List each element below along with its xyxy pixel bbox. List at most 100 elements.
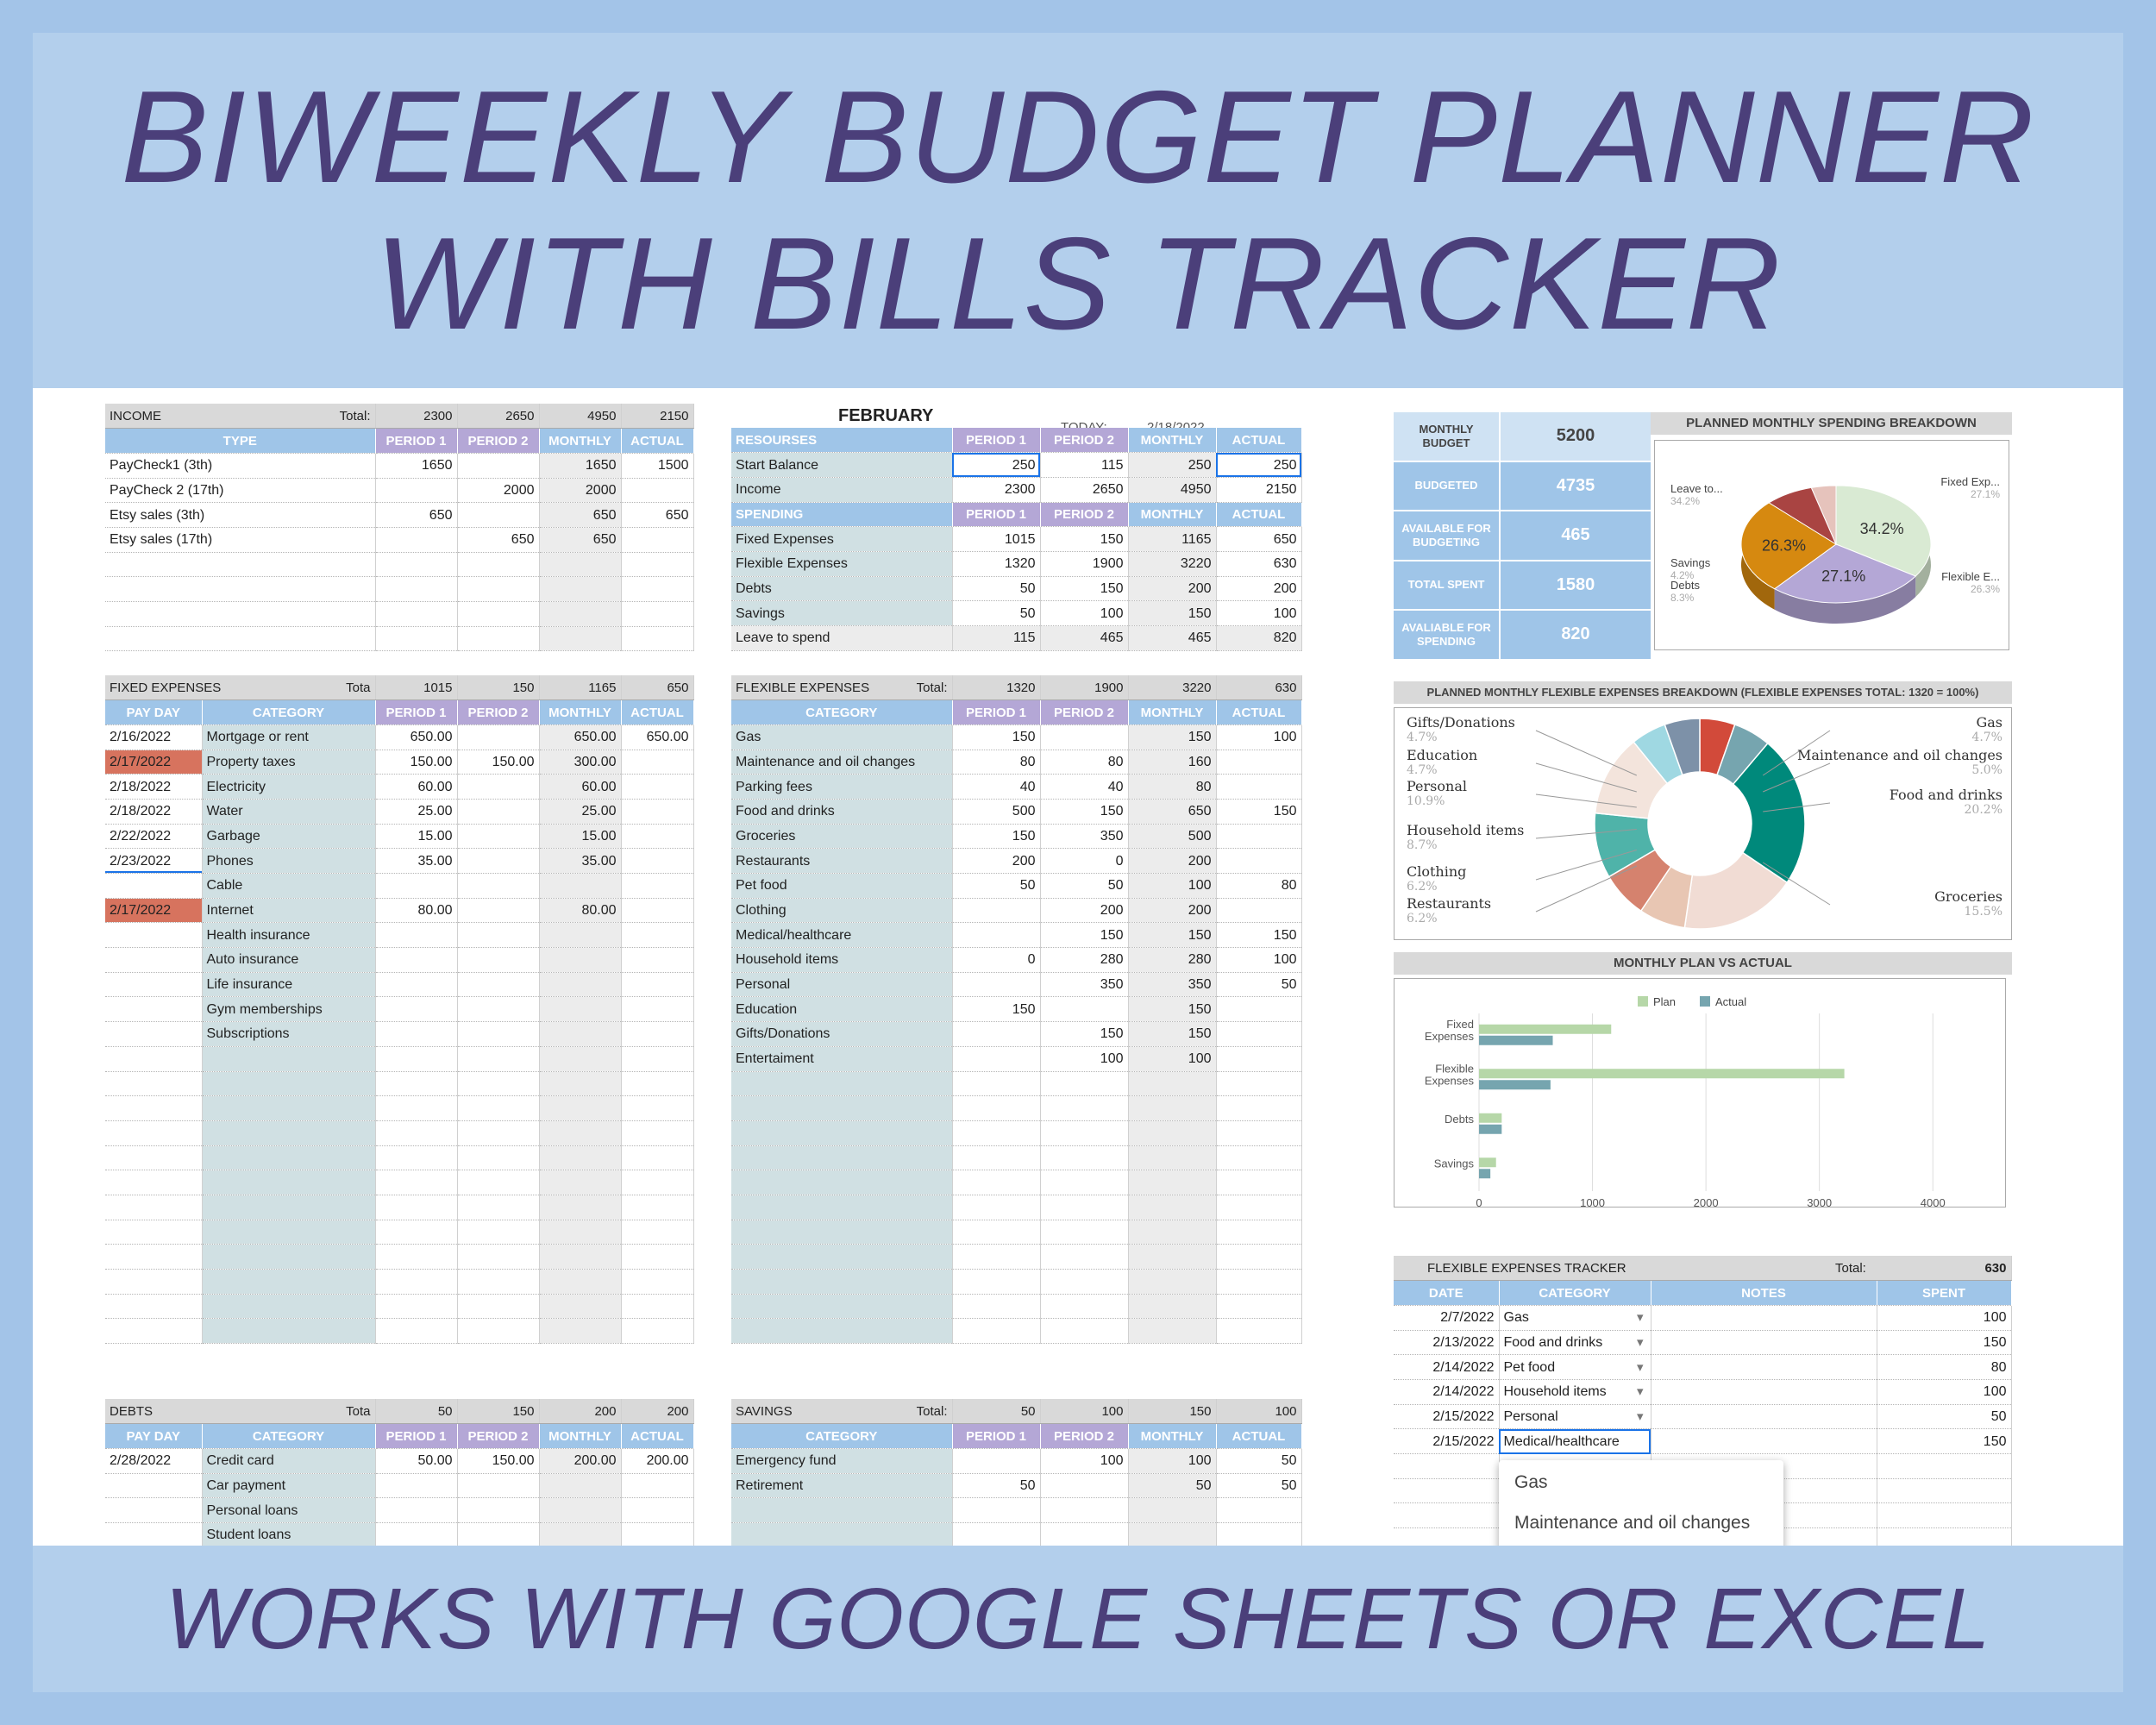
table-cell[interactable]: 80 [1040,750,1129,775]
table-cell[interactable] [105,1046,203,1072]
table-cell[interactable]: 50 [1216,972,1302,998]
table-cell[interactable]: Gym memberships [202,996,376,1023]
table-cell[interactable] [1394,1502,1500,1529]
table-cell[interactable]: 650.00 [375,724,458,750]
table-cell[interactable] [621,1244,694,1270]
table-cell[interactable] [375,1244,458,1270]
table-cell[interactable] [731,1522,953,1546]
table-cell[interactable] [1040,1095,1129,1121]
table-cell[interactable] [457,898,540,924]
table-cell[interactable]: PayCheck1 (3th) [105,453,376,479]
table-cell[interactable] [375,1497,458,1523]
table-cell[interactable] [539,1046,622,1072]
table-cell[interactable] [1128,1095,1217,1121]
table-cell[interactable] [731,1318,953,1345]
table-cell[interactable] [375,1294,458,1320]
table-cell[interactable] [375,1095,458,1121]
table-cell[interactable]: 465 [1128,625,1217,651]
chevron-down-icon[interactable]: ▾ [1636,1408,1644,1424]
table-cell[interactable] [1040,1170,1129,1195]
table-cell[interactable]: Pet food ▾ [1499,1354,1651,1380]
table-cell[interactable]: 2300 [952,477,1041,503]
donut-slice[interactable] [1664,718,1701,776]
table-cell[interactable] [457,601,540,627]
table-cell[interactable] [1651,1379,1877,1405]
chevron-down-icon[interactable]: ▾ [1636,1334,1644,1350]
table-cell[interactable] [1128,1145,1217,1171]
table-cell[interactable] [457,1120,540,1146]
table-cell[interactable] [202,1269,376,1295]
table-cell[interactable]: 250 [952,452,1041,478]
table-cell[interactable] [539,1473,622,1499]
table-cell[interactable] [105,1145,203,1171]
table-cell[interactable] [621,552,694,578]
table-cell[interactable]: 80 [952,750,1041,775]
table-cell[interactable] [375,996,458,1023]
table-cell[interactable] [539,1095,622,1121]
table-cell[interactable] [1040,1145,1129,1171]
table-cell[interactable] [1216,1294,1302,1320]
table-cell[interactable] [621,576,694,602]
table-cell[interactable]: Clothing [731,898,953,924]
table-cell[interactable] [1651,1404,1877,1430]
table-cell[interactable]: Parking fees [731,774,953,800]
table-cell[interactable]: 80 [1216,873,1302,899]
table-cell[interactable]: Etsy sales (3th) [105,502,376,528]
table-cell[interactable] [1216,898,1302,924]
table-cell[interactable]: 150 [1128,922,1217,949]
table-cell[interactable] [1128,1244,1217,1270]
table-cell[interactable]: 50 [952,576,1041,602]
table-cell[interactable] [375,947,458,973]
table-cell[interactable]: Food and drinks [731,799,953,825]
table-cell[interactable] [952,1522,1041,1546]
table-cell[interactable]: 100 [1877,1379,2012,1405]
table-cell[interactable] [731,1170,953,1195]
table-cell[interactable]: 80.00 [375,898,458,924]
table-cell[interactable] [731,1095,953,1121]
table-cell[interactable]: 465 [1040,625,1129,651]
table-cell[interactable] [539,922,622,949]
pie-slice[interactable] [1740,502,1837,590]
table-cell[interactable]: 4950 [1128,477,1217,503]
table-cell[interactable] [457,453,540,479]
table-cell[interactable] [375,1318,458,1345]
table-cell[interactable]: Flexible Expenses [731,551,953,577]
table-cell[interactable] [539,947,622,973]
table-cell[interactable] [539,1195,622,1220]
table-cell[interactable] [621,1220,694,1245]
table-cell[interactable]: 50.00 [375,1448,458,1474]
table-cell[interactable] [539,1244,622,1270]
table-cell[interactable]: 2/18/2022 [105,799,203,825]
table-cell[interactable] [952,972,1041,998]
table-cell[interactable] [375,478,458,504]
table-cell[interactable]: 100 [1128,1046,1217,1072]
table-cell[interactable]: 650 [457,527,540,553]
table-cell[interactable]: Life insurance [202,972,376,998]
table-cell[interactable] [952,898,1041,924]
table-cell[interactable]: 280 [1040,947,1129,973]
table-cell[interactable]: 2/7/2022 [1394,1305,1500,1331]
table-cell[interactable] [952,1021,1041,1047]
table-cell[interactable] [375,1071,458,1097]
table-cell[interactable] [375,1145,458,1171]
table-cell[interactable]: 150 [1128,724,1217,750]
table-cell[interactable]: 2/17/2022 [105,750,203,775]
table-cell[interactable]: Start Balance [731,452,953,478]
table-cell[interactable]: 2/17/2022 [105,898,203,924]
table-cell[interactable]: Leave to spend [731,625,953,651]
table-cell[interactable] [375,1269,458,1295]
table-cell[interactable] [1216,1145,1302,1171]
table-cell[interactable]: 650 [1128,799,1217,825]
table-cell[interactable]: 200 [1128,848,1217,874]
table-cell[interactable] [202,1318,376,1345]
table-cell[interactable] [539,1120,622,1146]
table-cell[interactable] [621,1318,694,1345]
chevron-down-icon[interactable]: ▾ [1636,1384,1644,1400]
table-cell[interactable]: 1015 [952,526,1041,552]
table-cell[interactable] [539,1269,622,1295]
table-cell[interactable] [731,1244,953,1270]
table-cell[interactable]: 2000 [539,478,622,504]
table-cell[interactable] [731,1145,953,1171]
table-cell[interactable]: 50 [1216,1448,1302,1474]
table-cell[interactable]: Electricity [202,774,376,800]
